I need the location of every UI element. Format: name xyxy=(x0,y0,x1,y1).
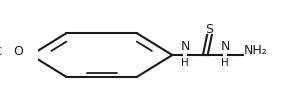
Text: N: N xyxy=(221,40,230,53)
Text: H₃C: H₃C xyxy=(0,47,3,57)
Text: S: S xyxy=(206,23,213,36)
Text: H: H xyxy=(181,58,189,68)
Text: NH₂: NH₂ xyxy=(244,44,268,57)
Text: H: H xyxy=(221,58,229,68)
Text: N: N xyxy=(181,40,190,53)
Text: O: O xyxy=(14,45,24,58)
